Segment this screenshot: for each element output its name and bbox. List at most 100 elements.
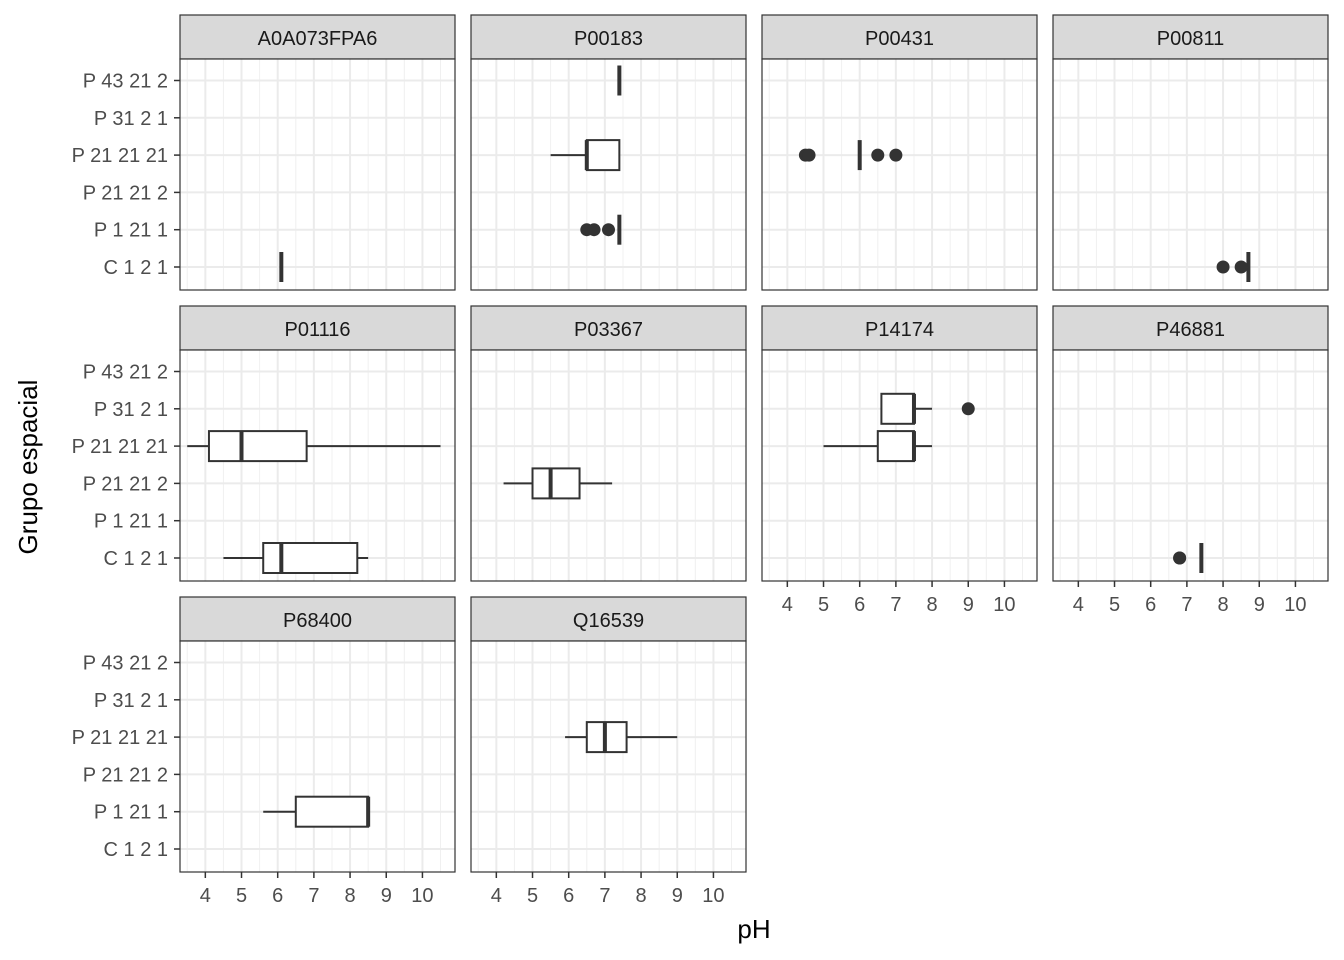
panel-border [1052, 58, 1329, 291]
panel-q16539: Q16539 4 5 6 7 8 9 10 [470, 596, 747, 907]
y-tick-label: P 21 21 21 [72, 436, 168, 458]
x-tick-label: 5 [1109, 594, 1120, 616]
x-tick-label: 9 [963, 594, 974, 616]
x-tick-label: 10 [1284, 594, 1306, 616]
plot-area [1053, 59, 1328, 290]
y-tick-label: P 43 21 2 [83, 653, 168, 675]
box-iqr [880, 392, 915, 425]
outlier-point [602, 223, 615, 237]
x-tick-label: 8 [927, 594, 938, 616]
y-tick-label: P 43 21 2 [83, 362, 168, 384]
x-tick-label: 8 [1218, 594, 1229, 616]
x-tick-label: 10 [993, 594, 1015, 616]
x-tick-label: 5 [236, 885, 247, 907]
facet-strip [179, 596, 456, 642]
facet-strip [761, 14, 1038, 60]
outlier-point [802, 148, 816, 162]
x-tick-label: 8 [636, 885, 647, 907]
facet-strip [1052, 305, 1329, 351]
facet-title: P03367 [574, 319, 643, 341]
panel-p46881: P46881 4 5 6 7 8 9 10 [1052, 305, 1329, 616]
x-tick-label: 7 [1181, 594, 1192, 616]
facet-title: A0A073FPA6 [258, 28, 378, 50]
box-p-21-21-2 [503, 467, 613, 500]
box-iqr [262, 542, 359, 574]
plot-area [471, 641, 746, 872]
outlier-point [961, 402, 975, 416]
y-tick-label: C 1 2 1 [104, 548, 168, 570]
x-tick-label: 4 [491, 885, 502, 907]
facet-strip [761, 305, 1038, 351]
panel-p68400: P68400 C 1 2 1 P 1 21 1 P 21 21 2 P 21 21 21… [72, 596, 456, 907]
plot-area [1053, 350, 1328, 581]
y-tick-label: P 21 21 2 [83, 764, 168, 786]
box-p-1-21-1 [580, 214, 622, 245]
outlier-point [587, 223, 601, 237]
y-tick-label: P 21 21 2 [83, 182, 168, 204]
facet-strip [470, 305, 747, 351]
facet-strip [1052, 14, 1329, 60]
x-tick-label: 7 [308, 885, 319, 907]
plot-area [471, 350, 746, 581]
panel-border [470, 58, 747, 291]
y-tick-label: P 21 21 21 [72, 727, 168, 749]
box-iqr [294, 795, 370, 828]
facet-title: P00431 [865, 28, 934, 50]
plot-area [471, 59, 746, 290]
facet-strip [179, 14, 456, 60]
x-tick-label: 6 [272, 885, 283, 907]
plot-area [180, 59, 455, 290]
box-iqr [876, 430, 915, 463]
panel-border [1052, 349, 1329, 582]
outlier-point [1234, 260, 1248, 274]
x-tick-label: 9 [1254, 594, 1265, 616]
x-tick-label: 9 [381, 885, 392, 907]
y-tick-label: P 31 2 1 [94, 399, 168, 421]
outlier-point [1216, 260, 1230, 274]
y-tick-label: P 21 21 2 [83, 473, 168, 495]
y-tick-label: P 31 2 1 [94, 690, 168, 712]
box-c-1-2-1 [223, 542, 369, 574]
x-tick-label: 6 [854, 594, 865, 616]
plot-area [180, 641, 455, 872]
panels-layer: A0A073FPA6 C 1 2 1 P 1 21 1 P 21 21 2 P 21 2… [72, 14, 1329, 907]
panel-p00431: P00431 [761, 14, 1038, 291]
box-p-21-21-21 [798, 140, 903, 171]
y-tick-label: C 1 2 1 [104, 257, 168, 279]
facet-title: P01116 [285, 319, 351, 341]
box-p-21-21-21 [187, 430, 441, 463]
x-tick-label: 5 [818, 594, 829, 616]
box-p-31-2-1 [880, 392, 975, 425]
facet-title: P00183 [574, 28, 643, 50]
y-tick-label: P 1 21 1 [94, 511, 168, 533]
facet-title: P46881 [1156, 319, 1225, 341]
box-iqr [531, 467, 581, 500]
box-p-21-21-21 [823, 430, 933, 463]
facet-title: P68400 [283, 610, 352, 632]
box-c-1-2-1 [1216, 252, 1251, 282]
y-tick-label: P 1 21 1 [94, 802, 168, 824]
x-tick-label: 5 [527, 885, 538, 907]
x-tick-label: 4 [782, 594, 793, 616]
box-iqr [207, 430, 308, 463]
panel-p14174: P14174 4 5 6 7 8 9 10 [761, 305, 1038, 616]
panel-border [470, 640, 747, 873]
outlier-point [889, 148, 903, 162]
facet-strip [470, 596, 747, 642]
facet-strip [179, 305, 456, 351]
x-tick-label: 9 [672, 885, 683, 907]
box-iqr [585, 139, 621, 172]
x-tick-label: 4 [200, 885, 211, 907]
panel-p00183: P00183 [470, 14, 747, 291]
x-tick-label: 7 [599, 885, 610, 907]
x-tick-label: 6 [1145, 594, 1156, 616]
panel-border [761, 349, 1038, 582]
plot-area [762, 350, 1037, 581]
x-axis-label: pH [737, 914, 770, 944]
x-tick-label: 10 [411, 885, 433, 907]
panel-a0a073fpa6: A0A073FPA6 C 1 2 1 P 1 21 1 P 21 21 2 P 21 2… [72, 14, 456, 291]
panel-p01116: P01116 C 1 2 1 P 1 21 1 P 21 21 2 P 21 21 21… [72, 305, 456, 582]
y-tick-label: C 1 2 1 [104, 839, 168, 861]
outlier-point [1173, 551, 1187, 565]
outlier-point [871, 148, 885, 162]
